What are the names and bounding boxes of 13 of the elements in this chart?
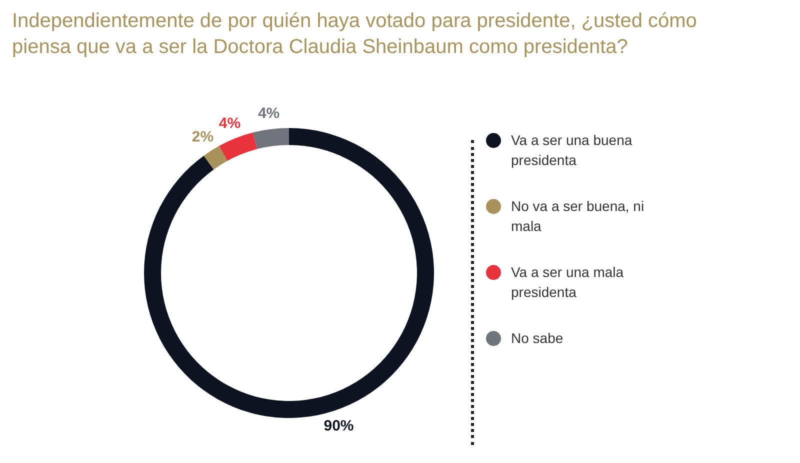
legend-label: Va a ser una mala presidenta [511, 263, 625, 302]
donut-slice [204, 146, 228, 170]
data-label: 90% [324, 418, 354, 435]
chart-title: Independientemente de por quién haya votado para presidente, ¿usted cómo piensa que va a ser la Doctora Claudia Sheinbaum como presidenta? [12, 9, 698, 60]
legend-label: No va a ser buena, ni mala [511, 197, 646, 236]
legend-label: Va a ser una buena presidenta [511, 131, 634, 170]
legend-label: No sabe [511, 329, 564, 348]
data-label: 4% [218, 114, 241, 132]
data-label: 4% [258, 104, 280, 122]
donut-slice [144, 128, 434, 418]
donut-slice [219, 132, 258, 161]
data-label: 2% [192, 128, 214, 146]
donut-slice [252, 128, 289, 150]
